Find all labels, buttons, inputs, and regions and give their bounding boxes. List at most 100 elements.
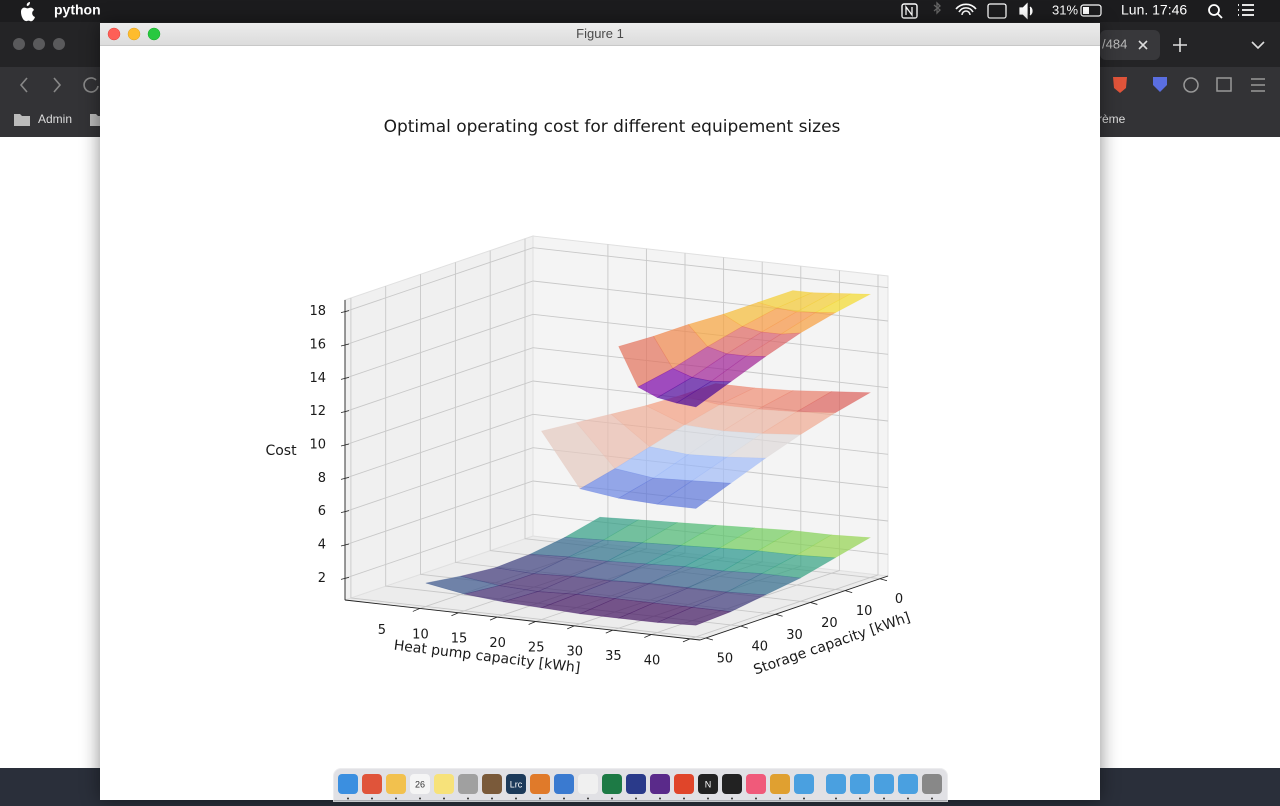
new-tab[interactable] xyxy=(1173,38,1187,52)
battery-icon[interactable] xyxy=(1080,4,1102,17)
bookmark[interactable]: rème xyxy=(1098,112,1126,126)
dock-icon[interactable] xyxy=(722,774,742,794)
bookmark[interactable]: Admin xyxy=(38,112,72,126)
y-tick-label: 10 xyxy=(856,604,873,619)
dock-icon[interactable] xyxy=(674,774,694,794)
minimize-button[interactable] xyxy=(33,38,45,50)
battery-percent: 31% xyxy=(1052,2,1078,17)
running-indicator xyxy=(467,797,469,800)
z-tick-label: 14 xyxy=(309,371,326,386)
tab-list[interactable] xyxy=(1251,41,1265,50)
y-tick xyxy=(775,613,783,617)
sidebar[interactable] xyxy=(1216,77,1232,92)
dock-icon[interactable] xyxy=(922,774,942,794)
y-tick-label: 0 xyxy=(895,592,903,607)
x-tick xyxy=(412,608,421,612)
dock-icon[interactable] xyxy=(386,774,406,794)
volume-icon[interactable] xyxy=(1019,2,1033,20)
dock-icons: 26 Lrc N xyxy=(338,774,942,800)
close-button[interactable] xyxy=(107,27,121,41)
dock-icon[interactable] xyxy=(850,774,870,794)
dock-icon[interactable] xyxy=(458,774,478,794)
zoom-button[interactable] xyxy=(147,27,161,41)
dock-icon[interactable] xyxy=(530,774,550,794)
dock-icon[interactable] xyxy=(650,774,670,794)
dock-icon[interactable] xyxy=(826,774,846,794)
running-indicator xyxy=(755,797,757,800)
menu-bar: python 31% Lun. 17:46 xyxy=(0,0,1280,22)
dock-icon[interactable] xyxy=(554,774,574,794)
y-tick xyxy=(879,578,888,582)
z-tick-label: 16 xyxy=(309,338,326,353)
x-tick-label: 25 xyxy=(528,640,545,655)
dock-icon[interactable] xyxy=(794,774,814,794)
z-axis-label: Cost xyxy=(265,443,297,459)
dock-icon[interactable] xyxy=(482,774,502,794)
running-indicator xyxy=(883,797,885,800)
tab-title: /484 xyxy=(1102,36,1127,51)
dock-icon[interactable] xyxy=(578,774,598,794)
clock[interactable]: Lun. 17:46 xyxy=(1121,2,1187,18)
battery-level xyxy=(1083,7,1089,14)
dock-icon[interactable] xyxy=(410,774,430,794)
menu[interactable] xyxy=(1251,78,1265,92)
x-tick xyxy=(682,638,691,643)
dock-icon[interactable] xyxy=(506,774,526,794)
dock-icon[interactable] xyxy=(338,774,358,794)
dock-icon[interactable] xyxy=(434,774,454,794)
running-indicator xyxy=(859,797,861,800)
dock-icon[interactable] xyxy=(362,774,382,794)
x-tick-label: 5 xyxy=(378,623,386,638)
wifi-icon[interactable] xyxy=(955,3,977,16)
y-tick-label: 20 xyxy=(821,616,838,631)
apple-menu[interactable] xyxy=(21,2,35,22)
minimize-button[interactable] xyxy=(127,27,141,41)
dock-icon[interactable] xyxy=(602,774,622,794)
notion-status-icon[interactable] xyxy=(901,3,918,19)
dock-icon[interactable] xyxy=(898,774,918,794)
running-indicator xyxy=(611,797,613,800)
zoom-button[interactable] xyxy=(53,38,65,50)
x-tick-label: 20 xyxy=(489,636,506,651)
x-tick xyxy=(489,616,498,621)
traffic-lights xyxy=(107,27,161,41)
dock-icon[interactable] xyxy=(770,774,790,794)
dock: 26 Lrc N xyxy=(333,768,948,802)
running-indicator xyxy=(931,797,933,800)
forward-button[interactable] xyxy=(53,77,62,93)
x-tick xyxy=(451,612,459,617)
dock-icon[interactable] xyxy=(626,774,646,794)
y-tick xyxy=(810,602,818,605)
running-indicator xyxy=(371,797,373,800)
reload-button[interactable] xyxy=(83,77,99,93)
back-button[interactable] xyxy=(19,77,28,93)
running-indicator xyxy=(419,797,421,800)
keyboard-icon[interactable] xyxy=(987,3,1007,19)
tab-bar-icons: /484 xyxy=(13,30,1265,60)
tab[interactable] xyxy=(1100,30,1160,60)
running-indicator xyxy=(563,797,565,800)
plot-area: Optimal operating cost for different equ… xyxy=(265,117,912,678)
vpn-icon[interactable] xyxy=(1153,77,1167,92)
grid-line xyxy=(350,298,706,639)
dock-icon[interactable] xyxy=(698,774,718,794)
brave-shield[interactable] xyxy=(1113,77,1127,93)
close-button[interactable] xyxy=(13,38,25,50)
dock-icon[interactable] xyxy=(746,774,766,794)
dock-icon[interactable] xyxy=(874,774,894,794)
running-indicator xyxy=(659,797,661,800)
extensions[interactable] xyxy=(1183,77,1199,93)
y-tick-label: 40 xyxy=(751,640,768,655)
x-axis-label: Heat pump capacity [kWh] xyxy=(393,638,581,677)
tab-close[interactable] xyxy=(1138,40,1148,50)
toolbar-icons xyxy=(19,77,1265,93)
figure-window: Figure 1 Optimal operating cost for diff… xyxy=(100,23,1100,800)
spotlight[interactable] xyxy=(1208,4,1220,16)
app-menu[interactable]: python xyxy=(54,2,101,18)
x-tick xyxy=(528,621,536,625)
surface-patch xyxy=(657,606,731,626)
running-indicator xyxy=(779,797,781,800)
running-indicator xyxy=(443,797,445,800)
control-center[interactable] xyxy=(1238,4,1254,16)
bluetooth-icon[interactable] xyxy=(933,1,941,15)
